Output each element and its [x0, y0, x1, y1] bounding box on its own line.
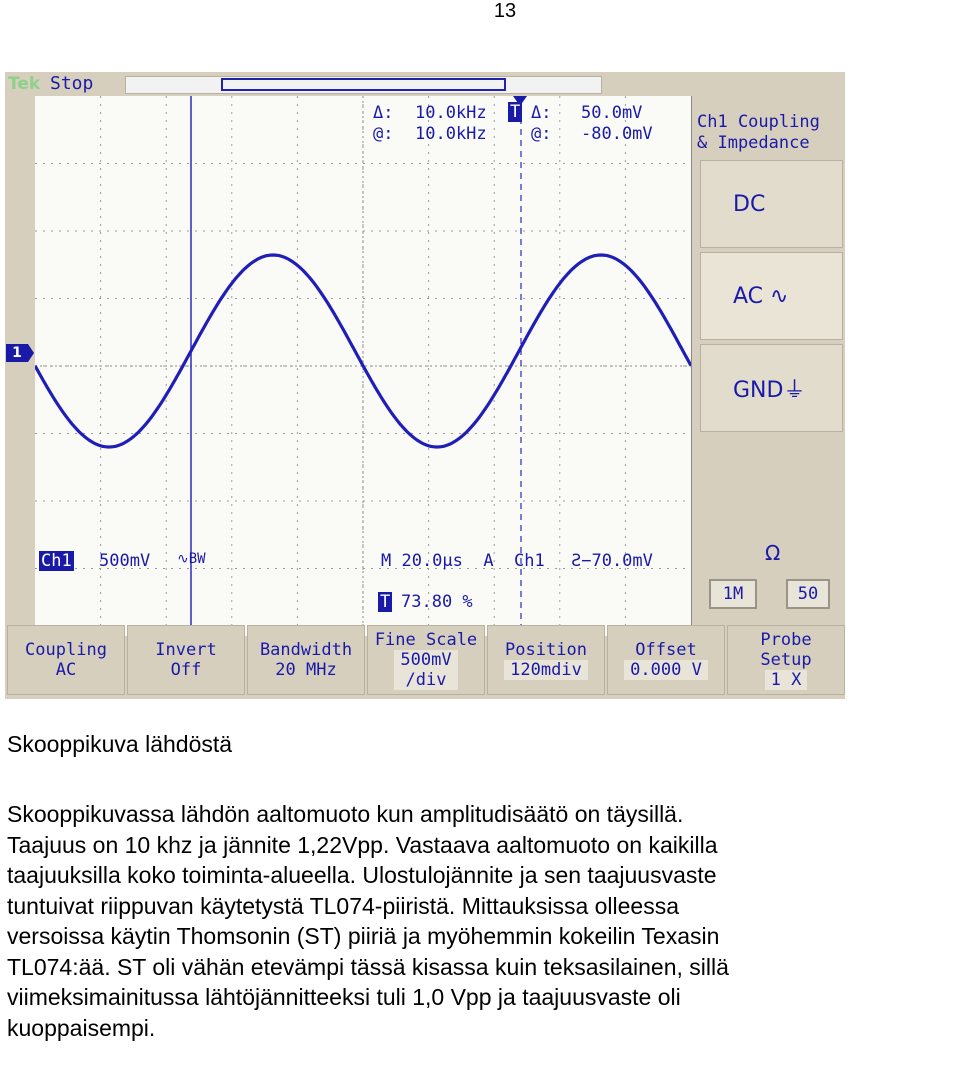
fine-scale-menu-value: 500mV /div: [394, 650, 458, 690]
oscilloscope-screenshot: Tek Stop 1 Δ: 10.0kHz T Δ: 50.0mV @: 10.…: [5, 72, 845, 699]
bandwidth-menu-button[interactable]: Bandwidth 20 MHz: [247, 625, 365, 695]
run-state: Stop: [50, 73, 94, 94]
body-line: TL074:ää. ST oli vähän etevämpi tässä ki…: [7, 953, 729, 980]
brand-logo: Tek: [8, 74, 41, 94]
scope-status-bar: Tek Stop: [5, 72, 845, 96]
body-line: versoissa käytin Thomsonin (ST) piiriä j…: [7, 923, 720, 949]
trigger-pos-icon: T: [378, 592, 393, 612]
invert-menu-button[interactable]: Invert Off: [127, 625, 245, 695]
body-line: Skooppikuvassa lähdön aaltomuoto kun amp…: [7, 801, 684, 827]
position-menu-title: Position: [505, 640, 587, 660]
position-menu-value: 120mdiv: [504, 660, 588, 680]
trigger-t-icon: T: [508, 102, 523, 122]
coupling-ac-button[interactable]: AC ∿: [700, 252, 843, 340]
fine-scale-menu-button[interactable]: Fine Scale 500mV /div: [367, 625, 485, 695]
trigger-position-marker: [513, 96, 527, 106]
probe-setup-menu-title: Probe Setup: [760, 630, 812, 670]
timebase-readout: M 20.0µs A Ch1: [381, 551, 545, 571]
cursor-at-label: @:: [373, 124, 394, 144]
position-menu-button[interactable]: Position 120mdiv: [487, 625, 605, 695]
ch1-waveform: [33, 253, 693, 449]
impedance-1m-button[interactable]: 1M: [709, 579, 757, 609]
impedance-label: Ω: [765, 541, 781, 565]
body-paragraph: Skooppikuvassa lähdön aaltomuoto kun amp…: [7, 799, 959, 1043]
bandwidth-menu-value: 20 MHz: [275, 660, 337, 680]
coupling-gnd-button[interactable]: GND⏚: [700, 344, 843, 432]
ch1-scale: 500mV: [99, 551, 151, 571]
ch1-label: Ch1: [39, 551, 74, 571]
page-number: 13: [493, 0, 517, 22]
graticule: [33, 96, 693, 636]
record-window-indicator: [221, 78, 506, 91]
cursor-delta-label: Δ:: [373, 103, 394, 123]
body-line: Taajuus on 10 khz ja jännite 1,22Vpp. Va…: [7, 831, 718, 858]
body-line: tuntuivat riippuvan käytetystä TL074-pii…: [7, 892, 680, 919]
invert-menu-value: Off: [170, 660, 202, 680]
body-line: viimeksimainitussa lähtöjännitteeksi tul…: [7, 984, 681, 1010]
fine-scale-menu-title: Fine Scale: [374, 630, 478, 650]
cursor-at-volt: -80.0mV: [581, 124, 653, 144]
coupling-dc-button[interactable]: DC: [700, 160, 843, 248]
cursor-delta-volt-label: Δ:: [531, 103, 552, 123]
coupling-menu-value: AC: [55, 660, 77, 680]
trigger-level: Ƨ−70.0mV: [571, 551, 653, 571]
body-line: taajuuksilla koko toiminta-alueella. Ulo…: [7, 862, 717, 888]
cursor-at-freq: 10.0kHz: [415, 124, 487, 144]
channel-1-marker[interactable]: 1: [6, 344, 28, 362]
probe-setup-menu-button[interactable]: Probe Setup 1 X: [727, 625, 845, 695]
trigger-position: 73.80 %: [401, 592, 473, 612]
waveform-display: [33, 96, 693, 636]
figure-caption: Skooppikuva lähdöstä: [7, 731, 233, 757]
offset-menu-title: Offset: [635, 640, 697, 660]
invert-menu-title: Invert: [155, 640, 217, 660]
body-line: kuoppaisempi.: [7, 1014, 156, 1041]
cursor-delta-freq: 10.0kHz: [415, 103, 487, 123]
impedance-50-button[interactable]: 50: [786, 579, 830, 609]
channel-1-marker-tip: [28, 344, 34, 362]
coupling-menu-title: Coupling: [25, 640, 107, 660]
cursor-delta-volt: 50.0mV: [581, 103, 643, 123]
cursor-at-volt-label: @:: [531, 124, 552, 144]
offset-menu-value: 0.000 V: [624, 660, 708, 680]
bottom-menu: Coupling AC Invert Off Bandwidth 20 MHz …: [5, 625, 845, 699]
side-menu-title: Ch1 Coupling & Impedance: [697, 112, 820, 153]
side-menu: Ch1 Coupling & Impedance DC AC ∿ GND⏚: [695, 96, 845, 626]
coupling-menu-button[interactable]: Coupling AC: [7, 625, 125, 695]
offset-menu-button[interactable]: Offset 0.000 V: [607, 625, 725, 695]
probe-setup-menu-value: 1 X: [764, 670, 808, 690]
bandwidth-menu-title: Bandwidth: [259, 640, 353, 660]
bandwidth-limit-icon: ∿BW: [177, 551, 206, 567]
